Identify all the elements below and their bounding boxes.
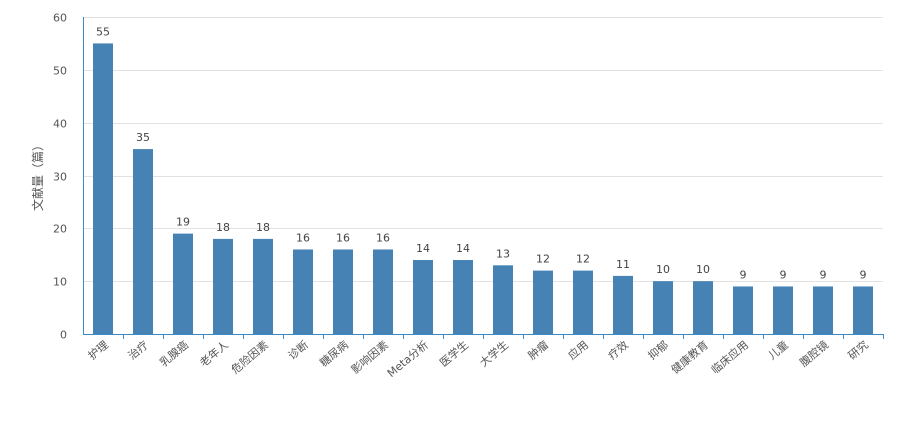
data-labels: 55 35 19 18 18 16 16 16 14 14 13 12 12 11 10 10 9 9 9 9 [96, 25, 867, 281]
y-tick-labels: 0 10 20 30 40 50 60 [53, 12, 67, 342]
y-tick-label: 30 [53, 171, 67, 184]
data-label: 10 [696, 263, 710, 276]
x-tick-label: 研究 [845, 338, 871, 363]
y-axis-title: 文献量（篇） [30, 139, 45, 211]
y-tick-label: 20 [53, 223, 67, 236]
data-label: 14 [416, 242, 430, 255]
x-tick-label: 应用 [565, 338, 591, 363]
bar[interactable] [453, 260, 473, 334]
bar[interactable] [813, 286, 833, 334]
bar[interactable] [173, 233, 193, 334]
data-label: 19 [176, 216, 190, 229]
data-label: 18 [256, 221, 270, 234]
x-tick-label: 老年人 [197, 338, 231, 370]
x-tick-label: 腹腔镜 [797, 338, 831, 370]
data-label: 9 [740, 268, 747, 281]
bar[interactable] [853, 286, 873, 334]
bar[interactable] [133, 149, 153, 334]
x-tick-label: 儿童 [765, 338, 791, 363]
y-tick-label: 50 [53, 65, 67, 78]
data-label: 9 [820, 268, 827, 281]
x-tick-labels: 护理 治疗 乳腺癌 老年人危险因素 诊断 糖尿病影响因素Meta分析 医学生 大学生 肿瘤 应用疗… [85, 334, 884, 380]
axes [83, 17, 883, 335]
y-tick-label: 60 [53, 12, 67, 25]
bar[interactable] [653, 281, 673, 334]
data-label: 10 [656, 263, 670, 276]
x-tick-label: 抑郁 [645, 338, 671, 363]
bar[interactable] [493, 265, 513, 334]
data-label: 16 [376, 231, 390, 244]
data-label: 55 [96, 25, 110, 38]
x-tick-label: Meta分析 [384, 338, 431, 380]
bars [93, 43, 873, 335]
y-tick-label: 10 [53, 276, 67, 289]
bar[interactable] [573, 270, 593, 334]
bar[interactable] [93, 43, 113, 335]
bar[interactable] [213, 238, 233, 334]
y-tick-label: 0 [60, 329, 67, 342]
bar[interactable] [613, 275, 633, 334]
x-tick-label: 糖尿病 [317, 338, 351, 370]
data-label: 12 [576, 253, 590, 266]
bar[interactable] [693, 281, 713, 334]
x-tick-label: 临床应用 [708, 338, 751, 377]
x-tick-label: 治疗 [125, 338, 151, 363]
data-label: 12 [536, 253, 550, 266]
x-tick-label: 疗效 [605, 338, 631, 363]
bar[interactable] [533, 270, 553, 334]
x-tick-label: 诊断 [285, 338, 311, 363]
bar[interactable] [773, 286, 793, 334]
x-tick-label: 乳腺癌 [157, 338, 191, 370]
data-label: 11 [616, 258, 630, 271]
x-tick-label: 肿瘤 [525, 338, 551, 363]
bar[interactable] [373, 249, 393, 334]
bar[interactable] [413, 260, 433, 334]
x-tick-label: 护理 [85, 338, 111, 363]
bar[interactable] [733, 286, 753, 334]
data-label: 18 [216, 221, 230, 234]
x-tick-label: 危险因素 [228, 338, 271, 377]
y-tick-label: 40 [53, 118, 67, 131]
data-label: 35 [136, 131, 150, 144]
data-label: 9 [780, 268, 787, 281]
gridlines [83, 17, 883, 282]
data-label: 13 [496, 247, 510, 260]
data-label: 16 [296, 231, 310, 244]
data-label: 14 [456, 242, 470, 255]
bar[interactable] [333, 249, 353, 334]
x-tick-label: 健康教育 [668, 338, 711, 377]
x-tick-label: 大学生 [477, 338, 511, 370]
x-tick-label: 医学生 [437, 338, 471, 370]
data-label: 9 [860, 268, 867, 281]
data-label: 16 [336, 231, 350, 244]
bar[interactable] [253, 238, 273, 334]
bar[interactable] [293, 249, 313, 334]
